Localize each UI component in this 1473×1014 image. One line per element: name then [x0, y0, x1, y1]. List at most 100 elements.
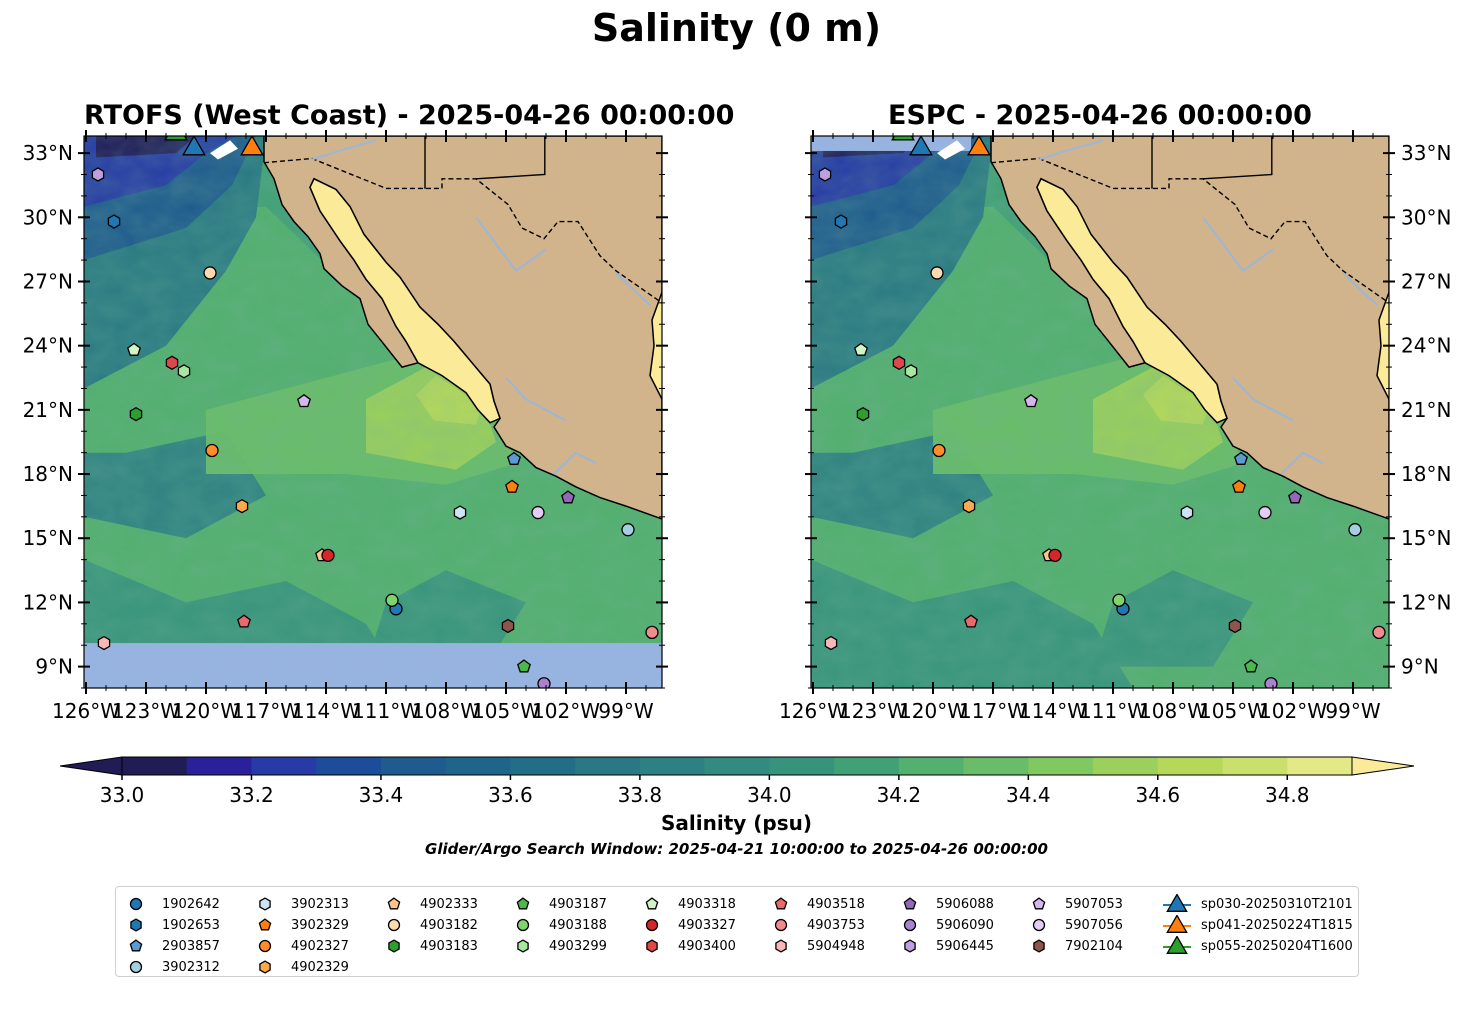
river — [553, 451, 597, 475]
legend-marker-symbol — [259, 897, 271, 911]
legend-marker-symbol — [129, 897, 143, 911]
legend-marker-icon — [775, 939, 787, 953]
legend-item: 4903188 — [515, 915, 607, 935]
map-panel-rtofs[interactable]: 33°N 30°N 27°N 24°N 21°N 18°N 15°N 12°N 9°N 126°W… — [23, 100, 668, 723]
legend-marker-icon — [387, 897, 401, 910]
lat-tick-label: 12°N — [23, 590, 73, 614]
colorbar-bin — [316, 757, 382, 775]
legend-marker-symbol — [129, 939, 143, 952]
colorbar-frame — [121, 756, 1353, 776]
colorbar-bin — [898, 757, 965, 775]
lon-tick-label: 117°W — [959, 699, 1027, 723]
lat-tick-label: 9°N — [35, 655, 73, 679]
glider-marker-sp030-20250310T2101 — [182, 136, 206, 156]
legend-marker-symbol — [258, 918, 272, 931]
river — [311, 139, 377, 161]
lon-tick-label: 120°W — [899, 699, 967, 723]
legend-label: 5906445 — [936, 938, 994, 954]
float-marker-2903857 — [1234, 451, 1248, 465]
no-data-band — [84, 643, 662, 688]
legend-item: 4903753 — [773, 915, 865, 935]
legend-item: 5907056 — [1031, 915, 1123, 935]
colorbar-bin — [1222, 757, 1288, 775]
colorbar-bin — [510, 757, 576, 775]
legend-marker-icon — [1163, 935, 1191, 954]
legend-item: 4903299 — [515, 936, 607, 956]
legend-marker-icon — [517, 939, 529, 953]
legend-label: sp055-20250204T1600 — [1201, 938, 1353, 954]
legend-label: 4903182 — [420, 917, 478, 933]
float-marker-4903182 — [203, 266, 217, 280]
glider-marker-sp041-20250224T1815 — [240, 136, 264, 156]
float-marker-4903753 — [1372, 625, 1386, 640]
float-marker-5907056 — [531, 505, 545, 520]
legend-item: 5906445 — [902, 936, 994, 956]
lon-tick-label: 111°W — [1079, 699, 1147, 723]
float-marker-4903182 — [930, 266, 944, 280]
glider-marker-sp041-20250224T1815 — [967, 136, 991, 156]
legend-marker-symbol — [1033, 939, 1045, 953]
legend-label: 3902312 — [162, 959, 220, 975]
no-data-band — [811, 136, 971, 151]
panel-title-espc: ESPC - 2025-04-26 00:00:00 — [888, 100, 1312, 131]
legend-marker-icon — [130, 918, 142, 932]
legend-marker-symbol — [516, 897, 530, 910]
lon-tick-label: 120°W — [172, 699, 240, 723]
river — [475, 216, 547, 273]
legend-item: 4903518 — [773, 894, 865, 914]
legend-marker-icon — [387, 918, 401, 932]
float-marker-5904948 — [97, 635, 111, 651]
lon-tick-label: 123°W — [112, 699, 180, 723]
colorbar-tick-label: 33.2 — [229, 783, 274, 807]
float-marker-5906445 — [91, 167, 105, 182]
legend-label: 1902653 — [162, 917, 220, 933]
colorbar-tick-label: 34.4 — [1006, 783, 1051, 807]
lon-tick-label: 117°W — [232, 699, 300, 723]
colorbar-bin — [251, 757, 317, 775]
colorbar-bin — [380, 757, 447, 775]
lon-tick-label: 102°W — [532, 699, 600, 723]
lon-tick-label: 111°W — [352, 699, 420, 723]
colorbar-bin — [122, 757, 188, 775]
legend-item: 5906090 — [902, 915, 994, 935]
float-marker-4903188 — [1112, 593, 1126, 607]
legend-marker-icon — [388, 939, 400, 953]
legend-item: 3902329 — [257, 915, 349, 935]
colorbar-tick-label: 34.8 — [1265, 783, 1310, 807]
legend-item: 5907053 — [1031, 894, 1123, 914]
colorbar-bin — [834, 757, 900, 775]
river — [1280, 451, 1324, 475]
country-border — [263, 157, 662, 304]
lat-tick-label: 27°N — [1401, 269, 1451, 293]
legend-marker-symbol — [645, 897, 659, 910]
legend-label: 4903400 — [678, 938, 736, 954]
legend-marker-icon — [258, 939, 272, 953]
lat-tick-label: 24°N — [1401, 334, 1451, 358]
river — [1342, 272, 1378, 306]
float-marker-5907053 — [297, 393, 311, 408]
float-marker-3902313 — [453, 505, 467, 520]
legend-item: sp030-20250310T2101 — [1161, 893, 1353, 914]
map-panel-espc[interactable]: 33°N 30°N 27°N 24°N 21°N 18°N 15°N 12°N 9°N 126°W… — [779, 100, 1451, 723]
legend-marker-symbol — [774, 918, 788, 932]
lon-tick-label: 114°W — [1019, 699, 1087, 723]
legend-label: 4903327 — [678, 917, 736, 933]
legend-marker-icon — [904, 939, 916, 953]
legend-item: 5906088 — [902, 894, 994, 914]
legend-marker-icon — [774, 918, 788, 932]
legend-item: 4903327 — [644, 915, 736, 935]
legend-marker-icon — [646, 939, 658, 953]
float-marker-5907056 — [1258, 505, 1272, 520]
legend-marker-icon — [1032, 897, 1046, 910]
float-marker-4903753 — [645, 625, 659, 640]
lat-tick-label: 33°N — [23, 141, 73, 165]
lon-tick-label: 108°W — [412, 699, 480, 723]
lon-tick-label: 126°W — [52, 699, 120, 723]
float-marker-7902104 — [501, 618, 515, 634]
colorbar-tick-label: 33.8 — [618, 783, 663, 807]
lat-tick-label: 21°N — [1401, 398, 1451, 422]
lat-tick-label: 12°N — [1401, 590, 1451, 614]
lat-tick-label: 27°N — [23, 269, 73, 293]
legend-marker-symbol — [904, 939, 916, 953]
float-marker-4903400 — [165, 355, 179, 371]
